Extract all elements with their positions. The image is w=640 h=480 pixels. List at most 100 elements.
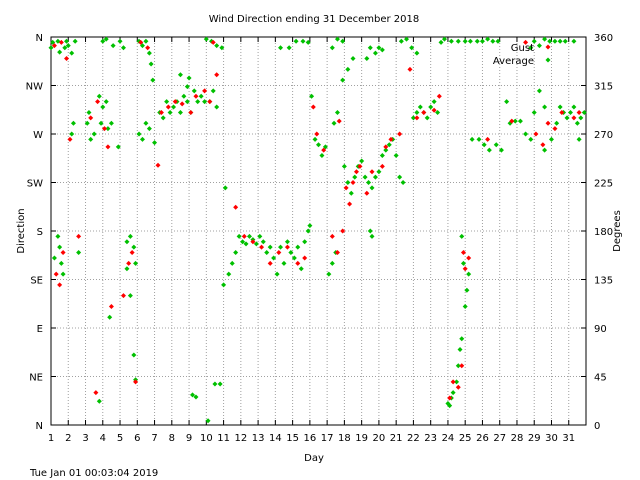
x-tick-label-12: 12 bbox=[234, 433, 247, 444]
average-point bbox=[404, 36, 410, 42]
gust-point bbox=[436, 93, 442, 99]
gust-point bbox=[462, 266, 468, 272]
gust-point bbox=[51, 43, 57, 49]
average-point bbox=[267, 244, 273, 250]
average-point bbox=[400, 180, 406, 185]
gust-point bbox=[129, 250, 135, 256]
average-point bbox=[184, 99, 190, 105]
average-point bbox=[221, 282, 227, 288]
average-point bbox=[105, 126, 111, 132]
gust-point bbox=[188, 109, 194, 115]
average-point bbox=[96, 93, 102, 99]
gust-point bbox=[250, 239, 256, 245]
y-tick-label-right-270: 270 bbox=[594, 130, 613, 141]
average-point bbox=[571, 104, 577, 110]
y-tick-label-left-3: SE bbox=[30, 276, 43, 287]
average-point bbox=[260, 239, 266, 245]
average-point bbox=[369, 233, 375, 239]
gust-point bbox=[108, 303, 114, 309]
average-point bbox=[542, 104, 548, 110]
average-point bbox=[64, 38, 70, 44]
average-point bbox=[345, 180, 351, 185]
average-point bbox=[302, 239, 308, 245]
average-point bbox=[424, 115, 430, 121]
average-point bbox=[517, 118, 523, 124]
average-point bbox=[379, 153, 385, 159]
average-point bbox=[214, 43, 220, 49]
average-point bbox=[271, 255, 277, 261]
average-point bbox=[264, 250, 270, 256]
average-point bbox=[476, 136, 482, 142]
gust-point bbox=[210, 39, 216, 45]
average-point bbox=[214, 104, 220, 110]
gust-point bbox=[267, 260, 273, 266]
average-point bbox=[184, 84, 190, 90]
average-point bbox=[435, 109, 441, 115]
y-tick-label-left-5: SW bbox=[27, 179, 43, 190]
average-point bbox=[146, 50, 152, 56]
average-point bbox=[329, 260, 335, 266]
x-tick-label-4: 4 bbox=[100, 433, 106, 444]
gust-point bbox=[179, 101, 185, 107]
average-point bbox=[205, 418, 211, 424]
y-tick-label-right-0: 0 bbox=[594, 421, 600, 432]
average-point bbox=[86, 109, 92, 115]
average-point bbox=[474, 38, 480, 44]
average-point bbox=[447, 403, 453, 409]
average-point bbox=[110, 43, 116, 49]
gust-point bbox=[576, 109, 582, 115]
chart-title: Wind Direction ending 31 December 2018 bbox=[209, 14, 420, 25]
average-point bbox=[548, 136, 554, 142]
y-tick-label-right-180: 180 bbox=[594, 227, 613, 238]
gust-point bbox=[302, 255, 308, 261]
gust-point bbox=[233, 204, 239, 210]
y-tick-label-left-6: W bbox=[33, 130, 43, 141]
gust-point bbox=[552, 126, 558, 132]
average-point bbox=[281, 260, 287, 266]
average-point bbox=[457, 347, 463, 353]
average-point bbox=[143, 38, 149, 44]
average-point bbox=[340, 77, 346, 83]
average-point bbox=[177, 72, 183, 78]
average-point bbox=[305, 39, 311, 45]
average-point bbox=[450, 390, 456, 396]
gust-point bbox=[421, 109, 427, 115]
x-tick-label-29: 29 bbox=[528, 433, 541, 444]
y-tick-label-right-135: 135 bbox=[594, 276, 613, 287]
average-point bbox=[160, 115, 166, 121]
x-tick-label-1: 1 bbox=[48, 433, 54, 444]
x-tick-label-30: 30 bbox=[545, 433, 558, 444]
gust-point bbox=[460, 250, 466, 256]
average-point bbox=[246, 233, 252, 239]
average-point bbox=[305, 228, 311, 234]
average-point bbox=[69, 50, 75, 56]
average-point bbox=[554, 120, 560, 126]
average-point bbox=[146, 126, 152, 132]
average-point bbox=[397, 174, 403, 180]
average-point bbox=[100, 104, 106, 110]
y-axis-label-right: Degrees bbox=[612, 210, 623, 252]
average-point bbox=[460, 260, 466, 266]
average-point bbox=[309, 93, 315, 99]
gust-point bbox=[459, 363, 465, 369]
x-tick-label-20: 20 bbox=[373, 433, 386, 444]
gust-point bbox=[310, 104, 316, 110]
average-point bbox=[383, 147, 389, 153]
gust-point bbox=[276, 250, 282, 256]
average-point bbox=[69, 131, 75, 137]
average-point bbox=[352, 174, 358, 180]
average-point bbox=[150, 77, 156, 83]
y-tick-label-left-0: N bbox=[36, 421, 43, 432]
average-point bbox=[409, 45, 415, 51]
gust-point bbox=[353, 169, 359, 175]
average-point bbox=[528, 136, 534, 142]
y-tick-label-right-360: 360 bbox=[594, 33, 613, 44]
average-point bbox=[329, 45, 335, 51]
average-point bbox=[103, 36, 109, 42]
x-tick-label-8: 8 bbox=[169, 433, 175, 444]
x-tick-label-26: 26 bbox=[476, 433, 489, 444]
x-tick-label-28: 28 bbox=[511, 433, 524, 444]
average-point bbox=[410, 115, 416, 121]
gust-point bbox=[559, 109, 565, 115]
average-point bbox=[485, 36, 491, 42]
